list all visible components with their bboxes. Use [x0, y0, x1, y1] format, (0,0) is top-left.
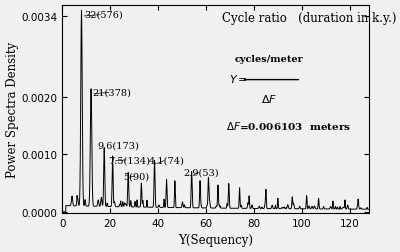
Text: 9.6(173): 9.6(173)	[97, 141, 139, 153]
Text: 21(378): 21(378)	[92, 88, 131, 97]
Text: 7.5(134): 7.5(134)	[108, 155, 150, 164]
Text: Cycle ratio   (duration in k.y.): Cycle ratio (duration in k.y.)	[222, 12, 396, 25]
Text: $Y=$: $Y=$	[229, 72, 248, 84]
Text: cycles/meter: cycles/meter	[235, 55, 304, 64]
Y-axis label: Power Spectra Density: Power Spectra Density	[6, 42, 18, 177]
Text: $\Delta F$=0.006103  meters: $\Delta F$=0.006103 meters	[226, 120, 351, 132]
Text: $\Delta F$: $\Delta F$	[261, 93, 277, 105]
Text: 2.9(53): 2.9(53)	[183, 168, 219, 176]
X-axis label: Y(Sequency): Y(Sequency)	[178, 234, 253, 246]
Text: 5(90): 5(90)	[123, 172, 150, 180]
Text: 4.1(74): 4.1(74)	[148, 155, 184, 164]
Text: 32(576): 32(576)	[84, 11, 123, 20]
